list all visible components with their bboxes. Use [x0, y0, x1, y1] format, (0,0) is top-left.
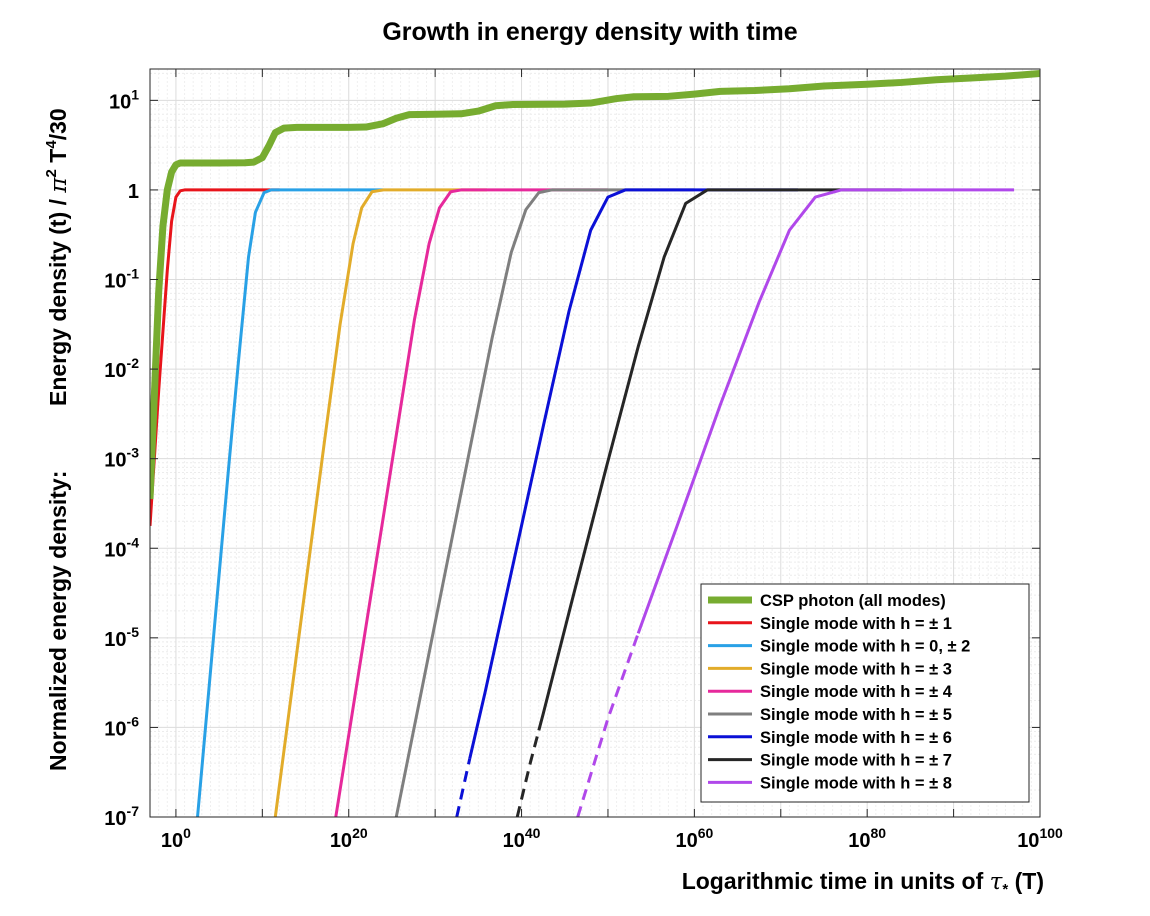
y-axis-pi: π: [46, 177, 72, 194]
series-5-line: [394, 188, 695, 817]
y-axis-exp4: 4: [43, 140, 60, 149]
series-0-line: [150, 69, 1040, 500]
y-axis-label-line2: Energy density (t) / π2 T4/30: [43, 108, 72, 406]
legend-label: Single mode with h = ± 7: [760, 752, 952, 770]
legend-label: Single mode with h = ± 1: [760, 615, 952, 633]
y-tick-base: 10: [104, 808, 126, 830]
x-tick-labels: 100 1020 1040 1060 1080 10100: [161, 825, 1063, 852]
y-tick-exp: -7: [127, 803, 140, 819]
x-axis-label: Logarithmic time in units of τ* (T): [682, 868, 1044, 898]
x-tick-label: 1080: [848, 825, 886, 852]
y-tick-exp: -2: [127, 355, 140, 371]
y-axis-T: T: [45, 149, 71, 163]
y-tick-base: 10: [104, 450, 126, 472]
y-axis-label-line1: Normalized energy density:: [45, 471, 71, 771]
chart-title: Growth in energy density with time: [382, 18, 797, 46]
legend-label: Single mode with h = 0, ± 2: [760, 638, 970, 656]
plot-frame: [149, 68, 1041, 818]
y-tick-base: 10: [104, 271, 126, 293]
legend-label: Single mode with h = ± 5: [760, 706, 952, 724]
y-tick-exp: -1: [127, 266, 140, 282]
y-axis-exp2: 2: [43, 169, 60, 177]
series-8-line: [636, 188, 1015, 634]
x-tick-exp: 0: [183, 825, 191, 841]
series-6-line: [468, 188, 799, 760]
y-axis-tail: /30: [45, 108, 71, 140]
x-axis-tau: τ: [990, 869, 1004, 895]
x-axis-label-text: Logarithmic time in units of: [682, 868, 984, 894]
y-tick-base: 10: [104, 360, 126, 382]
y-axis-label-energy: Energy density (t) /: [45, 198, 71, 406]
y-tick-exp: -4: [127, 534, 140, 550]
x-tick-exp: 20: [352, 825, 368, 841]
y-tick-base: 1: [128, 181, 139, 203]
legend-label: Single mode with h = ± 3: [760, 660, 952, 678]
x-tick-base: 10: [1017, 830, 1039, 852]
legend-label: Single mode with h = ± 8: [760, 774, 952, 792]
x-tick-exp: 100: [1039, 825, 1063, 841]
y-tick-label: 10-3: [104, 445, 139, 472]
series-7-line-dashed: [515, 730, 541, 817]
y-tick-exp: -3: [127, 445, 140, 461]
legend-label: CSP photon (all modes): [760, 592, 946, 610]
y-tick-base: 10: [104, 539, 126, 561]
y-tick-exp: -6: [127, 713, 140, 729]
series-4-line: [334, 188, 608, 817]
legend-entries: CSP photon (all modes) Single mode with h…: [708, 592, 970, 792]
y-tick-base: 10: [104, 718, 126, 740]
x-tick-base: 10: [503, 830, 525, 852]
y-tick-label: 10-2: [104, 355, 139, 382]
legend-label: Single mode with h = ± 4: [760, 683, 953, 701]
legend-box: [700, 583, 1030, 803]
x-axis-tau-sub: *: [1002, 881, 1008, 898]
x-axis-label-suffix: (T): [1015, 868, 1044, 894]
x-tick-label: 10100: [1017, 825, 1063, 852]
legend-label: Single mode with h = ± 6: [760, 729, 952, 747]
series-clip-group: [150, 69, 1040, 817]
x-tick-base: 10: [675, 830, 697, 852]
x-tick-base: 10: [848, 830, 870, 852]
y-tick-label: 10-6: [104, 713, 139, 740]
series-6-line-dashed: [455, 758, 472, 817]
minor-grid: [149, 69, 1040, 817]
x-tick-exp: 80: [871, 825, 887, 841]
x-tick-label: 1040: [503, 825, 541, 852]
x-tick-base: 10: [161, 830, 183, 852]
legend: CSP photon (all modes) Single mode with h…: [700, 583, 1030, 803]
tick-marks: [150, 69, 1041, 818]
y-tick-label: 10-4: [104, 534, 139, 561]
x-tick-exp: 60: [698, 825, 714, 841]
series-8-line-dashed: [576, 632, 640, 817]
x-tick-label: 100: [161, 825, 191, 852]
x-tick-label: 1020: [330, 825, 368, 852]
x-tick-base: 10: [330, 830, 352, 852]
x-tick-label: 1060: [675, 825, 713, 852]
y-tick-label: 1: [128, 181, 139, 203]
y-tick-label: 101: [109, 86, 139, 113]
x-tick-exp: 40: [525, 825, 541, 841]
y-tick-exp: 1: [131, 86, 139, 102]
series-layer: [150, 69, 1040, 817]
y-tick-base: 10: [109, 91, 131, 113]
y-tick-label: 10-7: [104, 803, 139, 830]
y-tick-base: 10: [104, 629, 126, 651]
y-tick-label: 10-1: [104, 266, 139, 293]
series-1-line: [150, 188, 280, 526]
series-2-line: [196, 188, 384, 817]
series-7-line: [537, 188, 902, 731]
y-tick-exp: -5: [127, 624, 140, 640]
series-3-line: [273, 188, 487, 817]
y-tick-label: 10-5: [104, 624, 139, 651]
